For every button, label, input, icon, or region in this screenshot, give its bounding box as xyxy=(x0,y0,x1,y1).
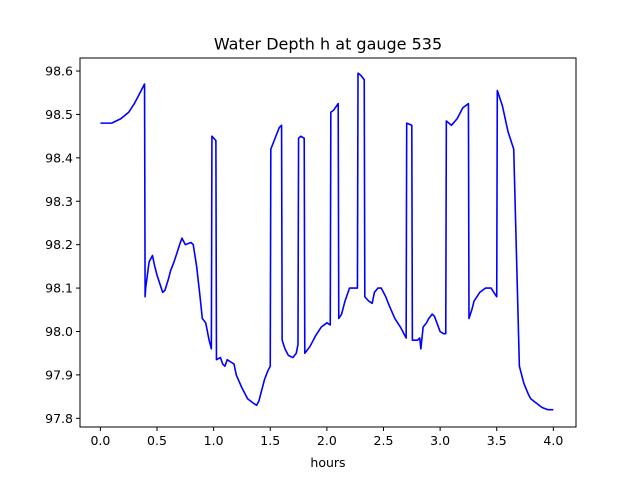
x-tick-label: 3.5 xyxy=(487,433,507,448)
x-tick-label: 2.0 xyxy=(317,433,337,448)
x-tick-label: 4.0 xyxy=(543,433,563,448)
x-axis: 0.0 0.5 1.0 1.5 2.0 2.5 3.0 3.5 4.0 xyxy=(90,427,563,448)
y-tick-label: 97.8 xyxy=(45,411,73,426)
y-tick-label: 98.5 xyxy=(45,107,73,122)
x-axis-label: hours xyxy=(310,455,345,470)
plot-area xyxy=(79,57,577,428)
y-tick-label: 97.9 xyxy=(45,367,73,382)
x-tick-label: 0.0 xyxy=(90,433,110,448)
chart-title: Water Depth h at gauge 535 xyxy=(214,35,442,54)
y-tick-label: 98.6 xyxy=(45,64,73,79)
y-tick-label: 98.1 xyxy=(45,281,73,296)
x-tick-label: 0.5 xyxy=(147,433,167,448)
y-tick-label: 98.0 xyxy=(45,324,73,339)
x-tick-label: 1.5 xyxy=(260,433,280,448)
x-tick-label: 2.5 xyxy=(374,433,394,448)
y-tick-label: 98.2 xyxy=(45,237,73,252)
y-tick-label: 98.3 xyxy=(45,194,73,209)
y-axis: 97.8 97.9 98.0 98.1 98.2 98.3 98.4 98.5 98.6 xyxy=(45,64,80,426)
x-tick-label: 3.0 xyxy=(430,433,450,448)
y-tick-label: 98.4 xyxy=(45,150,73,165)
series-line xyxy=(100,72,554,411)
x-tick-label: 1.0 xyxy=(204,433,224,448)
series-layer xyxy=(100,72,554,411)
